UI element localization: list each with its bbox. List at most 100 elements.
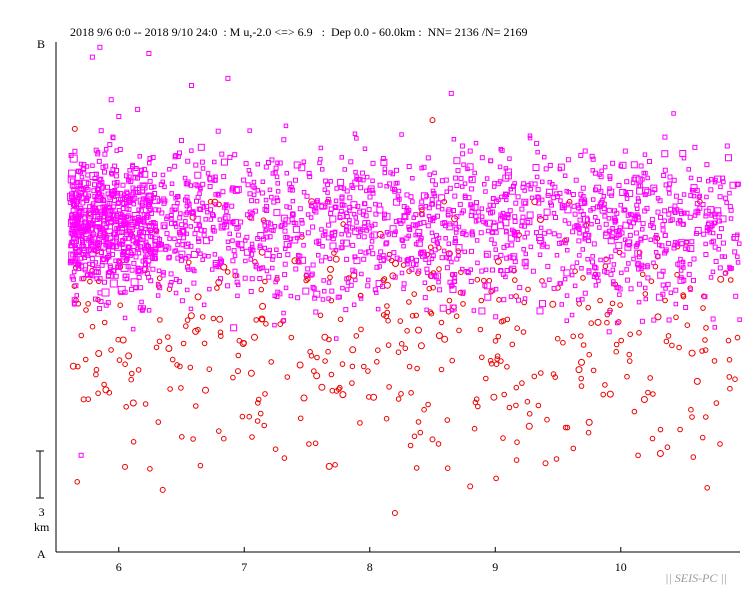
- event-circle-marker: [639, 271, 646, 278]
- event-square-marker: [459, 143, 465, 149]
- event-square-marker: [455, 244, 463, 252]
- event-circle-marker: [129, 399, 137, 407]
- event-square-marker: [328, 179, 333, 184]
- event-circle-marker: [537, 216, 544, 223]
- event-square-marker: [124, 189, 130, 195]
- event-circle-marker: [438, 319, 445, 326]
- event-square-marker: [97, 44, 103, 50]
- event-square-marker: [458, 175, 464, 181]
- event-square-marker: [88, 248, 97, 257]
- event-square-marker: [312, 295, 318, 301]
- event-circle-marker: [327, 274, 333, 281]
- event-square-marker: [328, 211, 334, 216]
- event-square-marker: [414, 257, 419, 263]
- event-circle-marker: [717, 441, 723, 447]
- event-square-marker: [179, 138, 184, 143]
- event-square-marker: [708, 187, 714, 193]
- event-circle-marker: [421, 406, 427, 413]
- event-circle-marker: [255, 396, 262, 403]
- event-square-marker: [151, 248, 157, 254]
- event-circle-marker: [613, 341, 620, 348]
- event-square-marker: [352, 227, 360, 235]
- event-square-marker: [661, 150, 669, 158]
- event-circle-marker: [428, 310, 435, 317]
- event-square-marker: [264, 226, 270, 232]
- event-square-marker: [416, 268, 422, 274]
- event-square-marker: [347, 204, 353, 210]
- event-square-marker: [615, 320, 620, 326]
- event-circle-marker: [383, 281, 391, 289]
- magenta-square-series: [67, 44, 742, 458]
- event-circle-marker: [429, 436, 436, 443]
- event-circle-marker: [332, 462, 338, 468]
- event-square-marker: [329, 242, 337, 250]
- event-square-marker: [624, 196, 630, 201]
- event-square-marker: [224, 219, 230, 224]
- event-square-marker: [156, 268, 162, 273]
- event-square-marker: [204, 203, 210, 209]
- event-square-marker: [688, 175, 694, 181]
- event-circle-marker: [726, 374, 733, 380]
- event-square-marker: [148, 278, 154, 284]
- event-square-marker: [320, 244, 325, 249]
- event-square-marker: [429, 230, 435, 236]
- event-square-marker: [479, 268, 485, 274]
- event-circle-marker: [713, 400, 720, 406]
- event-square-marker: [250, 183, 256, 189]
- event-square-marker: [333, 198, 339, 204]
- event-square-marker: [208, 235, 214, 241]
- event-square-marker: [79, 174, 85, 180]
- event-circle-marker: [444, 465, 451, 472]
- event-circle-marker: [297, 415, 304, 422]
- event-square-marker: [481, 219, 486, 225]
- event-square-marker: [727, 264, 732, 270]
- event-square-marker: [429, 274, 434, 279]
- event-square-marker: [451, 137, 457, 142]
- event-square-marker: [622, 207, 628, 212]
- event-square-marker: [507, 208, 513, 214]
- event-square-marker: [152, 256, 158, 262]
- event-circle-marker: [590, 367, 597, 374]
- event-square-marker: [598, 257, 603, 263]
- event-square-marker: [614, 210, 620, 216]
- event-square-marker: [606, 216, 612, 221]
- event-square-marker: [516, 297, 521, 303]
- event-square-marker: [167, 282, 173, 288]
- event-circle-marker: [471, 425, 478, 432]
- event-square-marker: [275, 189, 281, 194]
- event-square-marker: [143, 197, 149, 203]
- event-square-marker: [691, 277, 696, 283]
- event-square-marker: [273, 165, 279, 171]
- event-circle-marker: [642, 291, 649, 297]
- event-square-marker: [493, 247, 498, 252]
- event-circle-marker: [299, 234, 305, 240]
- event-circle-marker: [89, 323, 96, 330]
- event-square-marker: [273, 209, 281, 217]
- event-square-marker: [689, 239, 695, 245]
- event-square-marker: [352, 131, 358, 136]
- x-tick-label: 7: [241, 560, 247, 574]
- event-circle-marker: [218, 333, 224, 339]
- event-circle-marker: [453, 313, 460, 320]
- event-square-marker: [585, 217, 590, 223]
- event-square-marker: [238, 219, 244, 225]
- event-square-marker: [523, 251, 528, 257]
- event-square-marker: [141, 217, 147, 223]
- event-square-marker: [297, 253, 303, 259]
- event-square-marker: [159, 210, 165, 216]
- event-square-marker: [183, 219, 188, 224]
- event-circle-marker: [524, 398, 531, 405]
- event-square-marker: [362, 201, 367, 207]
- event-square-marker: [114, 213, 120, 219]
- event-square-marker: [87, 271, 93, 277]
- event-square-marker: [344, 256, 350, 262]
- event-square-marker: [356, 234, 361, 239]
- event-square-marker: [673, 193, 679, 199]
- event-square-marker: [498, 146, 503, 152]
- event-square-marker: [77, 180, 83, 186]
- event-circle-marker: [585, 418, 593, 426]
- event-circle-marker: [703, 414, 709, 420]
- event-square-marker: [247, 191, 253, 197]
- event-square-marker: [337, 294, 342, 300]
- event-square-marker: [521, 247, 526, 252]
